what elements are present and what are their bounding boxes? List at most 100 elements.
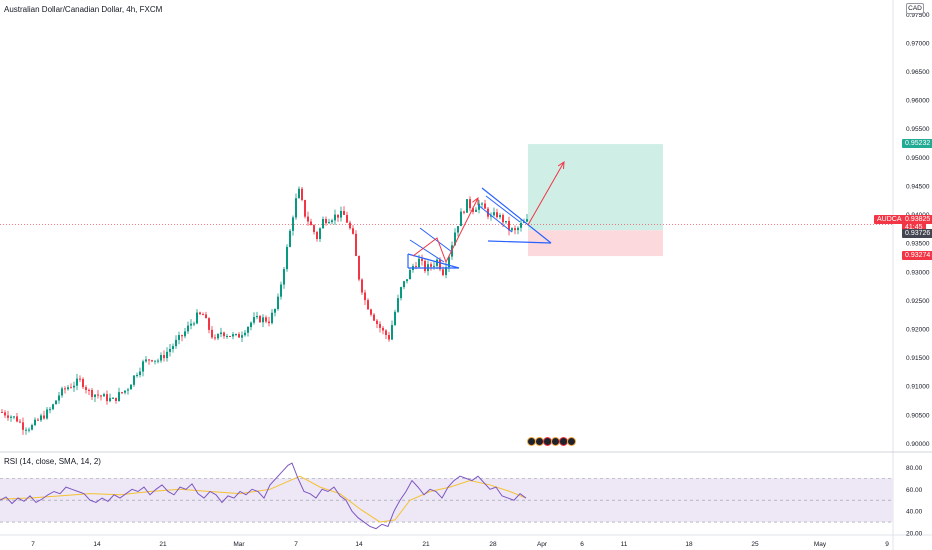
- candle-body: [241, 335, 243, 338]
- candle-body: [7, 415, 9, 418]
- price-tick-label: 0.92000: [906, 326, 930, 333]
- candle-body: [298, 188, 300, 199]
- candle-body: [349, 222, 351, 229]
- candle-body: [244, 332, 246, 336]
- candle-body: [409, 269, 411, 280]
- candle-body: [112, 397, 114, 399]
- candle-body: [445, 267, 447, 276]
- candle-body: [217, 334, 219, 339]
- time-tick-label: 21: [159, 541, 167, 548]
- candle-body: [31, 425, 33, 430]
- candle-body: [103, 394, 105, 397]
- candle-body: [49, 409, 51, 411]
- triangle-line: [487, 240, 552, 244]
- candle-body: [280, 284, 282, 297]
- candle-body: [355, 233, 357, 257]
- stop-price-label: 0.93274: [902, 251, 932, 261]
- candle-body: [313, 225, 315, 233]
- candle-body: [91, 390, 93, 397]
- candle-body: [523, 221, 525, 223]
- candle-body: [274, 308, 276, 313]
- candle-body: [346, 214, 348, 223]
- candle-body: [289, 230, 291, 247]
- time-tick-label: 9: [885, 541, 889, 548]
- candle-body: [235, 334, 237, 336]
- candle-body: [340, 210, 342, 218]
- candle-body: [265, 317, 267, 322]
- candle-body: [169, 348, 171, 352]
- candle-body: [250, 322, 252, 328]
- candle-body: [292, 217, 294, 231]
- currency-badge[interactable]: CAD: [906, 3, 924, 14]
- candle-body: [178, 335, 180, 340]
- candle-body: [55, 400, 57, 405]
- triangle-line: [481, 187, 552, 244]
- candle-body: [448, 256, 450, 268]
- price-tick-label: 0.90000: [906, 441, 930, 448]
- candle-body: [118, 392, 120, 401]
- candle-body: [484, 203, 486, 209]
- candle-body: [319, 228, 321, 239]
- entry-price-label: 0.93726: [902, 229, 932, 239]
- candle-body: [79, 378, 81, 380]
- time-tick-label: Mar: [233, 541, 245, 548]
- time-tick-label: 25: [751, 541, 759, 548]
- candle-body: [343, 210, 345, 215]
- economic-events[interactable]: [527, 437, 576, 449]
- candle-body: [82, 378, 84, 388]
- candle-body: [43, 415, 45, 419]
- last-price-label: 0.93825: [902, 214, 932, 224]
- candle-body: [382, 327, 384, 331]
- candle-body: [442, 269, 444, 276]
- time-tick-label: 14: [93, 541, 101, 548]
- candle-body: [481, 203, 483, 205]
- rsi-line: [0, 462, 527, 530]
- candle-body: [133, 375, 135, 385]
- flag-line: [419, 227, 453, 253]
- candle-body: [13, 416, 15, 418]
- candle-body: [202, 314, 204, 316]
- candle-body: [181, 335, 183, 337]
- candle-body: [142, 361, 144, 372]
- candle-body: [190, 323, 192, 326]
- candle-body: [19, 421, 21, 423]
- candle-body: [406, 279, 408, 282]
- price-tick-label: 0.96500: [906, 69, 930, 76]
- event-icon[interactable]: [567, 437, 576, 446]
- candle-body: [220, 332, 222, 335]
- candle-body: [163, 355, 165, 359]
- price-tick-label: 0.97500: [906, 12, 930, 19]
- candle-body: [283, 269, 285, 285]
- candle-body: [403, 281, 405, 288]
- rsi-tick-label: 20.00: [906, 531, 923, 538]
- candle-body: [478, 203, 480, 210]
- symbol-title[interactable]: Australian Dollar/Canadian Dollar, 4h, F…: [4, 5, 163, 14]
- candle-body: [121, 392, 123, 394]
- flag-line: [409, 239, 445, 263]
- candle-body: [466, 199, 468, 213]
- time-tick-label: 28: [489, 541, 497, 548]
- rsi-tick-label: 40.00: [906, 509, 923, 516]
- candle-body: [328, 222, 330, 224]
- candle-body: [367, 300, 369, 310]
- candle-body: [496, 212, 498, 218]
- rsi-title[interactable]: RSI (14, close, SMA, 14, 2): [4, 457, 101, 466]
- candle-body: [52, 404, 54, 410]
- candle-body: [139, 371, 141, 376]
- candle-body: [433, 265, 435, 267]
- candle-body: [229, 335, 231, 337]
- candle-body: [58, 395, 60, 401]
- candle-body: [454, 232, 456, 246]
- candle-body: [10, 416, 12, 418]
- candle-body: [73, 385, 75, 388]
- candle-body: [337, 214, 339, 218]
- candle-body: [4, 412, 6, 416]
- candle-body: [157, 360, 159, 362]
- candle-body: [499, 215, 501, 218]
- candle-body: [247, 327, 249, 333]
- price-tick-label: 0.90500: [906, 412, 930, 419]
- candle-body: [424, 260, 426, 272]
- candle-body: [361, 279, 363, 293]
